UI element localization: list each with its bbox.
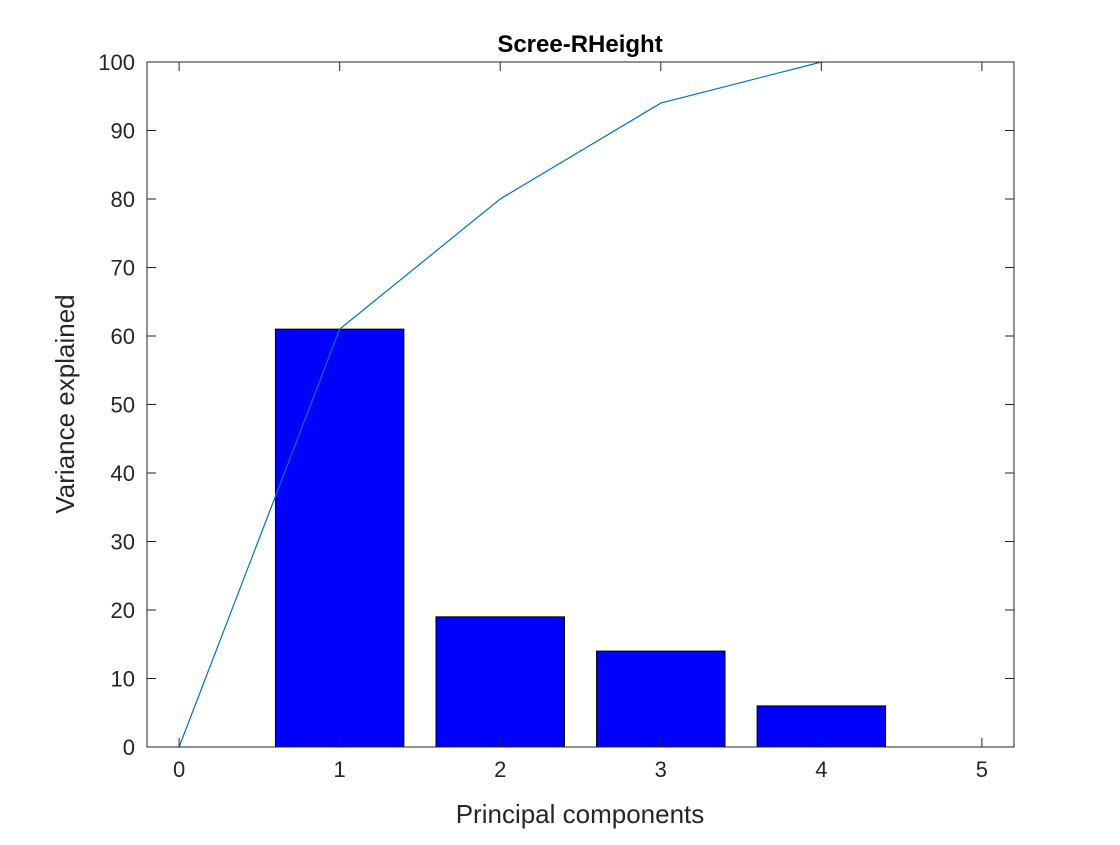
ticks-layer (147, 61, 1014, 748)
y-tick-label-30: 30 (111, 530, 135, 555)
x-tick-label-4: 4 (815, 757, 827, 782)
y-axis-label: Variance explained (50, 294, 80, 513)
y-tick-label-40: 40 (111, 461, 135, 486)
bar-pc-1 (274, 328, 405, 748)
y-tick-label-80: 80 (111, 187, 135, 212)
x-tick-label-2: 2 (494, 757, 506, 782)
y-tick-label-90: 90 (111, 119, 135, 144)
y-tick-label-70: 70 (111, 256, 135, 281)
y-tick-label-60: 60 (111, 324, 135, 349)
chart-title: Scree-RHeight (497, 31, 662, 58)
y-tick-label-20: 20 (111, 598, 135, 623)
line-layer (178, 61, 822, 748)
x-tick-label-5: 5 (976, 757, 988, 782)
x-tick-label-3: 3 (655, 757, 667, 782)
x-axis-label: Principal components (456, 799, 705, 829)
y-tick-label-0: 0 (123, 735, 135, 760)
y-tick-label-10: 10 (111, 667, 135, 692)
cumulative-variance-line (178, 61, 822, 748)
bar-pc-3 (596, 650, 726, 748)
y-tick-label-50: 50 (111, 393, 135, 418)
bar-pc-2 (435, 616, 565, 748)
y-tick-label-100: 100 (98, 50, 135, 75)
bars-layer (274, 328, 887, 748)
x-tick-label-0: 0 (173, 757, 185, 782)
x-tick-label-1: 1 (334, 757, 346, 782)
